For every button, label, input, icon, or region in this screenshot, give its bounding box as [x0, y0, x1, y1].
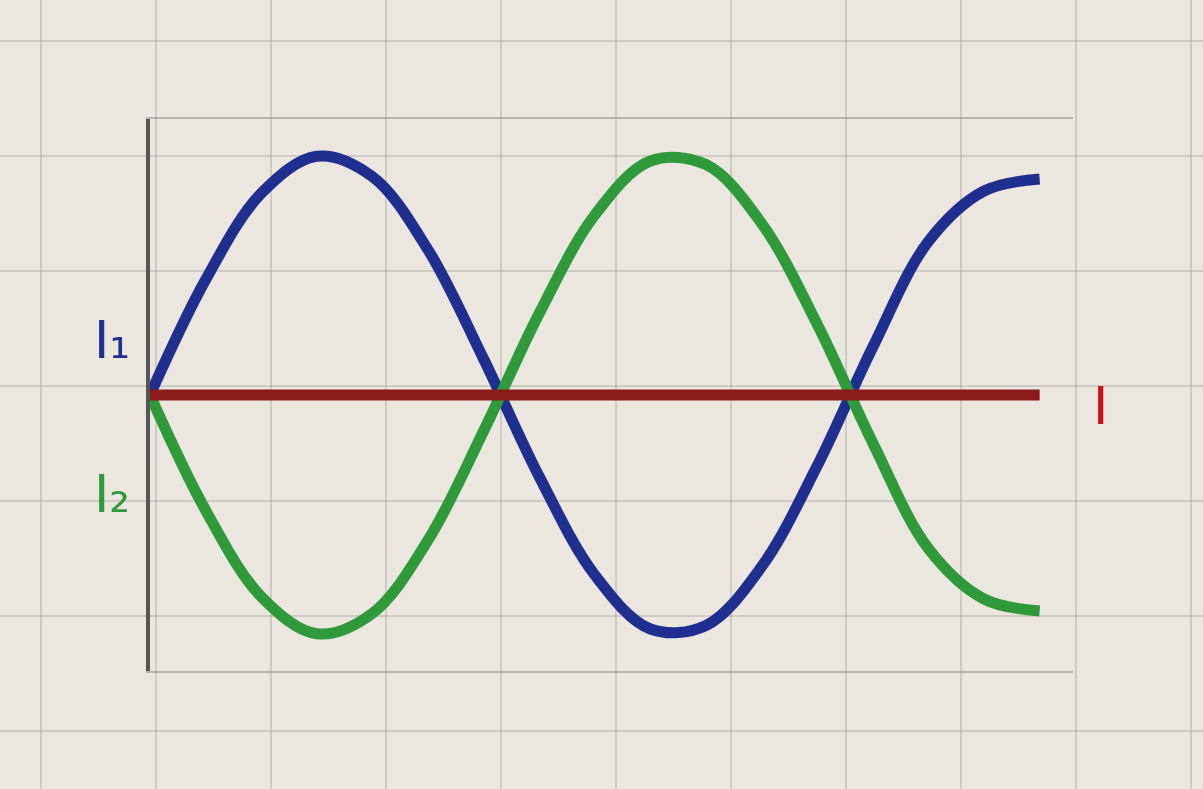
svg-text:I: I	[1093, 376, 1108, 436]
svg-text:I₁: I₁	[94, 310, 130, 370]
svg-text:I₂: I₂	[94, 464, 130, 524]
